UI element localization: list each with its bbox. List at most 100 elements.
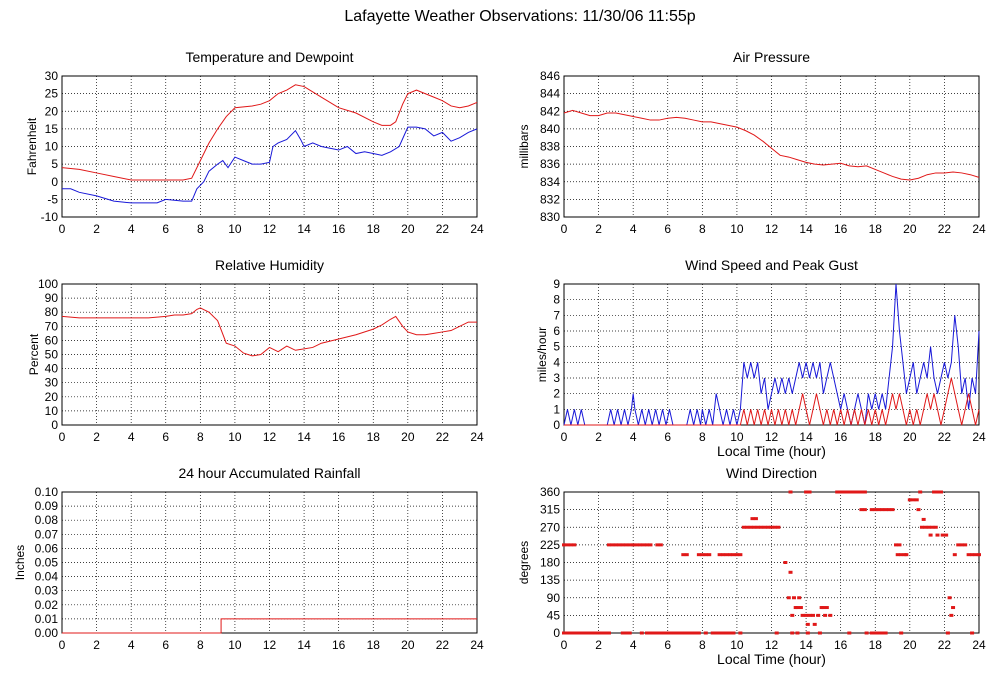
direction-point <box>665 631 670 635</box>
direction-point <box>639 631 644 635</box>
direction-point <box>565 543 570 547</box>
direction-point <box>869 631 874 635</box>
direction-point <box>700 553 705 557</box>
y-tick-label: 0.10 <box>35 485 59 499</box>
x-tick-label: 18 <box>869 638 883 652</box>
x-tick-label: 14 <box>799 430 813 444</box>
direction-point <box>807 490 812 494</box>
y-tick-label: 832 <box>540 192 560 206</box>
direction-point <box>651 631 656 635</box>
y-tick-label: 0.06 <box>35 541 59 555</box>
x-tick-label: 20 <box>903 638 917 652</box>
direction-point <box>721 631 726 635</box>
direction-point <box>859 490 864 494</box>
direction-point <box>645 543 649 547</box>
y-tick-label: 4 <box>553 355 560 369</box>
direction-point <box>717 631 722 635</box>
direction-point <box>772 525 777 529</box>
x-tick-label: 14 <box>297 638 311 652</box>
direction-point <box>933 525 938 529</box>
x-tick-label: 22 <box>436 222 450 236</box>
direction-point <box>617 543 622 547</box>
direction-point <box>807 613 812 617</box>
x-tick-label: 8 <box>699 430 706 444</box>
direction-point <box>568 631 573 635</box>
y-tick-label: 30 <box>45 69 59 83</box>
y-tick-label: 100 <box>38 277 58 291</box>
y-tick-label: 360 <box>540 485 560 499</box>
direction-point <box>738 631 743 635</box>
direction-point <box>873 631 878 635</box>
y-tick-label: 3 <box>553 371 560 385</box>
direction-point <box>880 508 885 512</box>
direction-point <box>565 631 570 635</box>
x-tick-label: 12 <box>765 222 779 236</box>
direction-point <box>634 543 639 547</box>
x-tick-label: 16 <box>834 222 848 236</box>
direction-point <box>710 631 715 635</box>
direction-point <box>603 631 608 635</box>
y-tick-label: 0 <box>553 418 560 432</box>
x-tick-label: 22 <box>938 430 952 444</box>
y-tick-label: 20 <box>45 104 59 118</box>
direction-ylabel: degrees <box>517 541 531 584</box>
temp-series-1-line <box>62 126 478 204</box>
direction-point <box>774 631 779 635</box>
x-tick-label: 24 <box>972 638 986 652</box>
direction-point <box>658 543 663 547</box>
wind-ylabel: miles/hour <box>535 327 549 382</box>
direction-point <box>966 553 971 557</box>
y-tick-label: 6 <box>553 324 560 338</box>
x-tick-label: 10 <box>730 638 744 652</box>
y-tick-label: 30 <box>45 376 59 390</box>
x-tick-label: 20 <box>903 430 917 444</box>
x-tick-label: 20 <box>401 222 415 236</box>
x-tick-label: 10 <box>730 430 744 444</box>
y-tick-label: 2 <box>553 387 560 401</box>
direction-point <box>689 631 694 635</box>
x-tick-label: 4 <box>128 638 135 652</box>
direction-point <box>683 631 688 635</box>
x-tick-label: 18 <box>367 638 381 652</box>
wind-frame <box>563 283 980 426</box>
direction-point <box>845 490 850 494</box>
direction-point <box>918 490 923 494</box>
x-tick-label: 10 <box>228 638 242 652</box>
y-tick-label: 135 <box>540 573 560 587</box>
x-tick-label: 2 <box>93 638 100 652</box>
y-tick-label: -10 <box>41 210 59 224</box>
direction-point <box>586 631 591 635</box>
direction-point <box>919 525 924 529</box>
direction-point <box>805 622 810 626</box>
direction-point <box>645 631 649 635</box>
direction-point <box>835 490 840 494</box>
direction-point <box>788 490 793 494</box>
x-tick-label: 0 <box>59 430 66 444</box>
direction-point <box>631 543 636 547</box>
rain-ylabel: Inches <box>13 545 27 580</box>
direction-point <box>748 525 753 529</box>
temp-ylabel: Fahrenheit <box>25 117 39 175</box>
temp-title: Temperature and Dewpoint <box>185 49 353 65</box>
wind-series-1-line <box>564 377 980 426</box>
direction-point <box>973 553 978 557</box>
direction-point <box>606 631 611 635</box>
direction-point <box>672 631 677 635</box>
direction-point <box>928 533 933 537</box>
direction-point <box>849 490 854 494</box>
y-tick-label: 180 <box>540 556 560 570</box>
direction-point <box>753 517 758 521</box>
direction-point <box>899 553 904 557</box>
x-tick-label: 2 <box>93 222 100 236</box>
direction-point <box>944 533 949 537</box>
direction-point <box>852 490 857 494</box>
x-tick-label: 8 <box>699 638 706 652</box>
x-tick-label: 24 <box>470 430 484 444</box>
direction-point <box>876 508 881 512</box>
direction-point <box>862 508 867 512</box>
direction-point <box>817 631 822 635</box>
x-tick-label: 22 <box>436 430 450 444</box>
x-tick-label: 10 <box>228 222 242 236</box>
